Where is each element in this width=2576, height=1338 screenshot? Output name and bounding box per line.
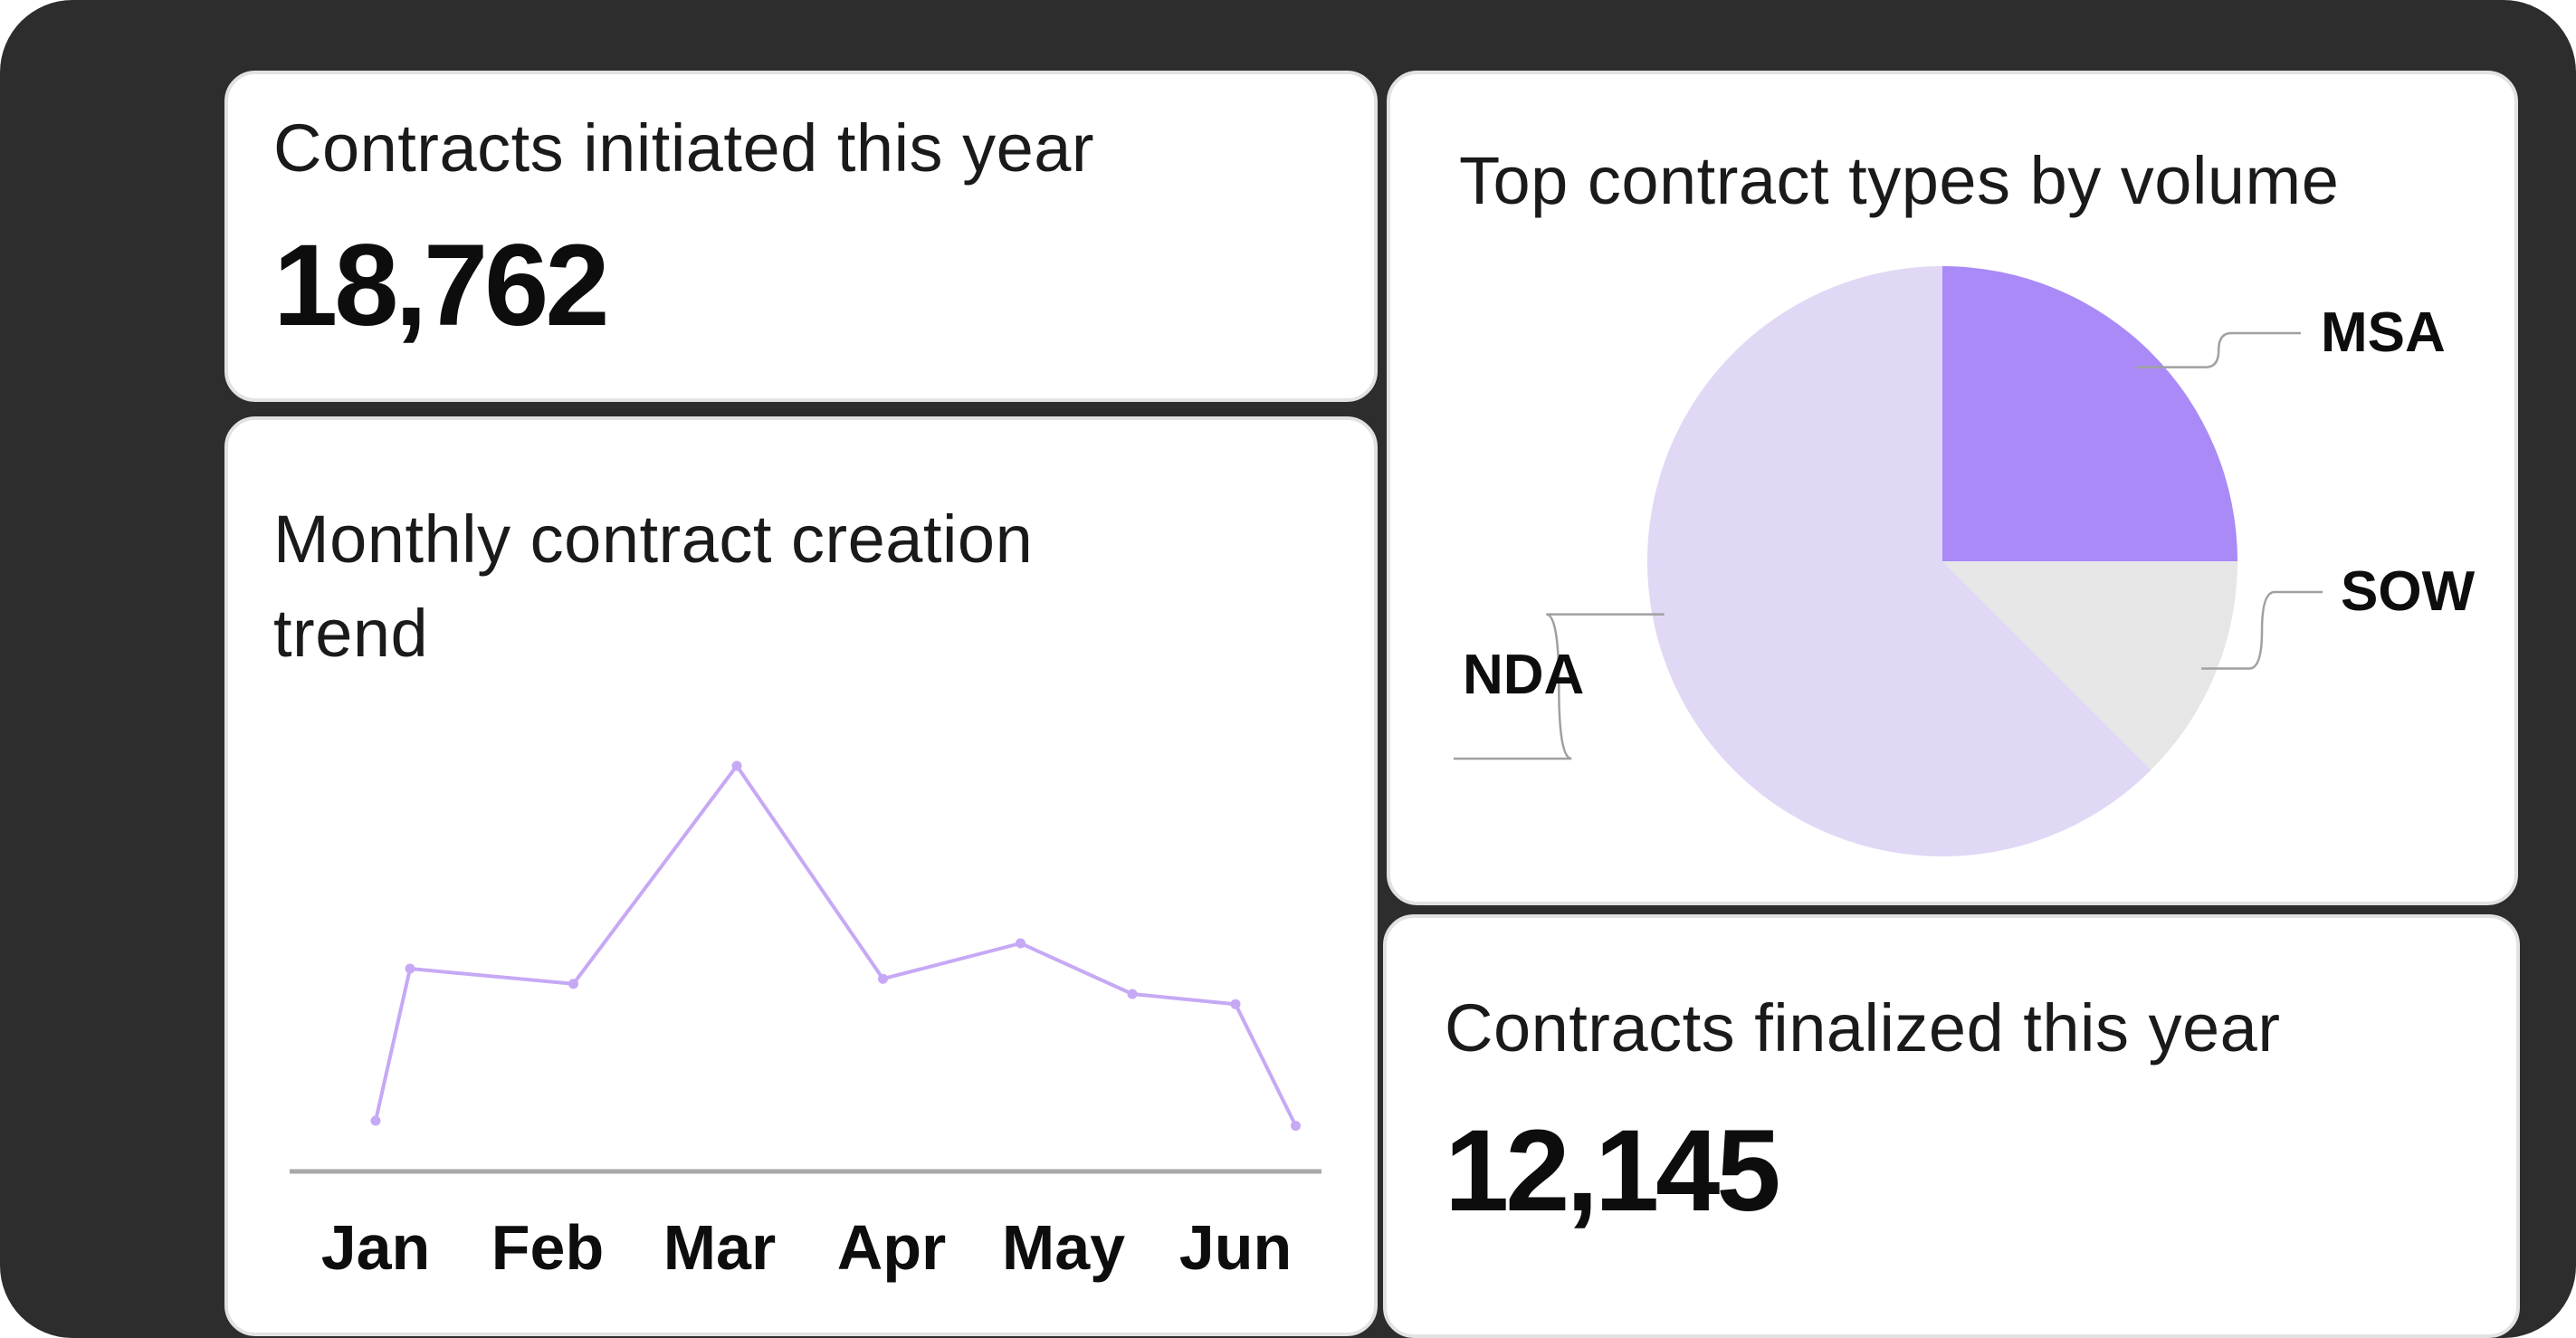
contract-types-pie-chart: MSA SOW NDA: [1454, 266, 2476, 856]
monthly-trend-title-line-2: trend: [273, 596, 429, 671]
contracts-initiated-card[interactable]: Contracts initiated this year 18,762: [224, 71, 1378, 402]
leader-line-sow: [2201, 590, 2323, 670]
contracts-finalized-label: Contracts finalized this year: [1445, 990, 2281, 1066]
contracts-initiated-label: Contracts initiated this year: [273, 110, 1095, 186]
contracts-initiated-value: 18,762: [273, 221, 609, 350]
series-line: [374, 764, 1298, 1128]
leader-line-nda: [1454, 613, 1665, 760]
monthly-trend-card[interactable]: Monthly contract creation trend Jan Feb Ma…: [224, 416, 1378, 1336]
contract-types-card[interactable]: Top contract types by volume MSA SOW NDA: [1387, 71, 2518, 905]
x-tick-label: Jun: [1179, 1212, 1292, 1283]
contracts-finalized-value: 12,145: [1445, 1106, 1780, 1236]
contracts-finalized-card[interactable]: Contracts finalized this year 12,145: [1383, 914, 2520, 1338]
data-point: [1016, 938, 1026, 949]
pie-label-sow: SOW: [2341, 560, 2476, 623]
leader-line-msa: [2136, 331, 2301, 368]
data-point: [878, 973, 888, 984]
data-point: [405, 963, 415, 974]
x-tick-label: Jan: [321, 1212, 431, 1283]
x-tick-label: Feb: [491, 1212, 604, 1283]
contract-types-title: Top contract types by volume: [1459, 143, 2340, 218]
pie-slice-sow[interactable]: [1942, 561, 2237, 770]
data-point: [1230, 999, 1241, 1009]
x-tick-label: Apr: [837, 1212, 947, 1283]
data-point: [568, 979, 578, 989]
x-tick-label: May: [1002, 1212, 1125, 1283]
pie-slice-nda[interactable]: [1646, 266, 2151, 856]
pie-label-nda: NDA: [1463, 644, 1584, 706]
data-point: [1291, 1121, 1301, 1132]
pie-label-msa: MSA: [2321, 301, 2446, 364]
data-point: [370, 1115, 381, 1126]
monthly-trend-chart: Jan Feb Mar Apr May Jun: [290, 760, 1321, 1283]
data-point: [731, 760, 742, 771]
x-tick-label: Mar: [663, 1212, 776, 1283]
pie-slice-msa[interactable]: [1942, 266, 2237, 561]
monthly-trend-title-line-1: Monthly contract creation: [273, 502, 1034, 577]
data-point: [1127, 989, 1138, 999]
monthly-trend-title: Monthly contract creation trend: [273, 492, 1033, 681]
